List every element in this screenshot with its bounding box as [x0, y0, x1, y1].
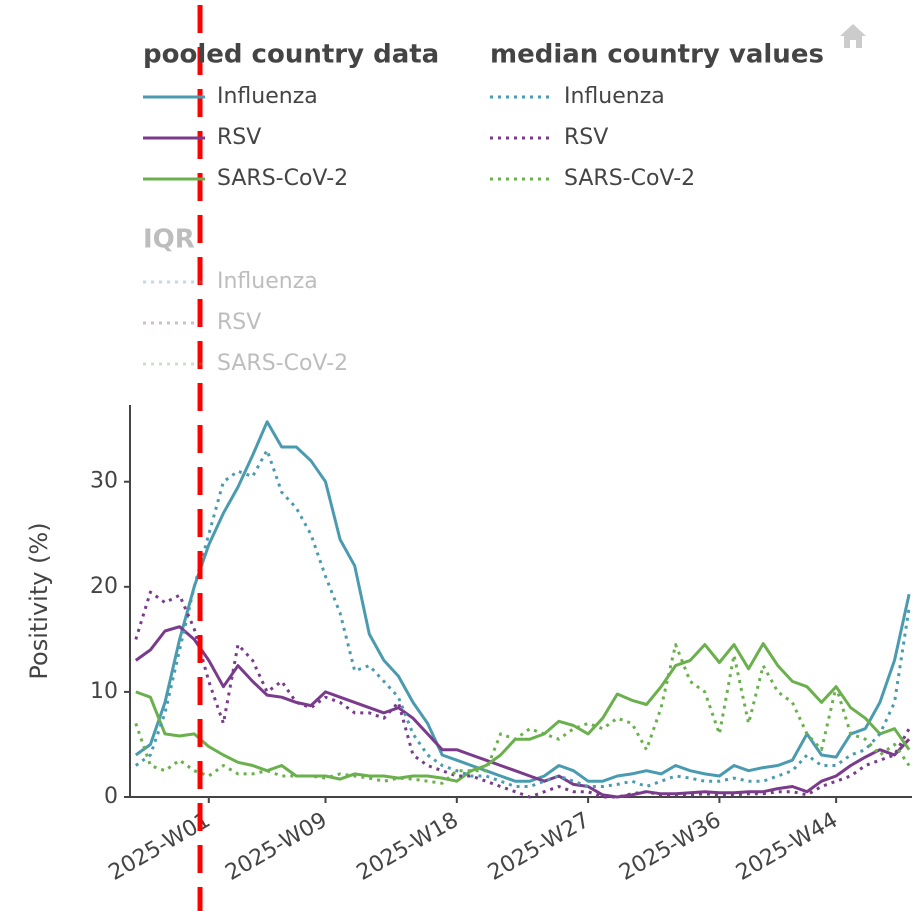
x-tick-label: 2025-W09: [221, 808, 331, 886]
legend-label: Influenza: [217, 269, 318, 294]
series-line: [134, 448, 911, 788]
y-tick-label: 20: [90, 574, 118, 599]
legend-item[interactable]: SARS-CoV-2: [490, 166, 695, 191]
y-axis-title: Positivity (%): [25, 522, 53, 679]
legend-label: Influenza: [217, 84, 318, 109]
legend-item[interactable]: Influenza: [490, 84, 665, 109]
legend-label: RSV: [217, 310, 261, 335]
legend-item[interactable]: SARS-CoV-2: [143, 351, 348, 376]
x-tick-label: 2025-W18: [353, 808, 463, 886]
legend-group-title: median country values: [490, 40, 824, 70]
series-line: [134, 643, 911, 785]
legend-item[interactable]: Influenza: [143, 269, 318, 294]
series-line: [134, 625, 911, 799]
home-icon[interactable]: [840, 24, 866, 48]
legend-label: RSV: [564, 125, 608, 150]
legend-item[interactable]: RSV: [490, 125, 608, 150]
legend-group-title: pooled country data: [143, 40, 439, 70]
legend-group-title: IQR: [143, 225, 195, 255]
legend-item[interactable]: RSV: [143, 310, 261, 335]
legend-label: SARS-CoV-2: [564, 166, 695, 191]
x-tick-label: 2025-W36: [615, 808, 725, 886]
legend-label: Influenza: [564, 84, 665, 109]
legend-label: SARS-CoV-2: [217, 166, 348, 191]
legend-group: pooled country data Influenza RSV SARS-CoV-…: [143, 40, 439, 191]
legend-item[interactable]: RSV: [143, 125, 261, 150]
series-line: [134, 590, 911, 799]
legend-item[interactable]: SARS-CoV-2: [143, 166, 348, 191]
legend-item[interactable]: Influenza: [143, 84, 318, 109]
series-line: [135, 642, 911, 783]
legend-group: median country values Influenza RSV SARS-Co…: [490, 40, 824, 191]
legend-group: IQR Influenza RSV SARS-CoV-2: [143, 225, 348, 376]
y-tick-label: 0: [104, 784, 118, 809]
series-line: [134, 420, 911, 783]
legend-label: RSV: [217, 125, 261, 150]
y-tick-label: 30: [90, 469, 118, 494]
y-tick-label: 10: [90, 679, 118, 704]
x-tick-label: 2025-W27: [484, 808, 594, 886]
legend-label: SARS-CoV-2: [217, 351, 348, 376]
x-tick-label: 2025-W44: [732, 808, 842, 886]
home-button[interactable]: [840, 24, 866, 48]
